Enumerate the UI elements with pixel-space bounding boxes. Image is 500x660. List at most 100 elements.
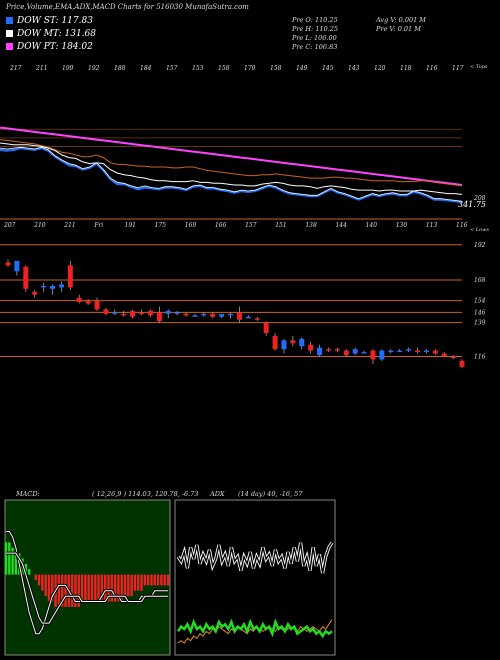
level-label: 168 (474, 277, 486, 284)
info-pre-low: Pre L: 106.00 (292, 34, 337, 42)
bottom-tick-label: 140 (366, 222, 378, 229)
site-name: MunafaSutra.com (185, 3, 249, 11)
top-tick-label: 143 (348, 65, 360, 72)
legend-label: DOW PT: 184.02 (17, 42, 93, 52)
candle-body (94, 300, 100, 310)
top-tick-label: 149 (296, 65, 308, 72)
ema-series-line (0, 146, 463, 202)
top-tick-label: 211 (35, 65, 47, 72)
candle-body (254, 318, 260, 320)
bottom-tick-label: 210 (33, 222, 46, 229)
bottom-tick-label: 113 (426, 222, 438, 229)
info-pre-open: Pre O: 110.25 (292, 16, 338, 24)
candle-body (379, 350, 385, 360)
candle-body (423, 350, 429, 353)
candle-body (210, 313, 216, 317)
ema-series-line (0, 146, 463, 204)
candle-body (343, 350, 349, 356)
candle-chart: 192 168 154 146 139 116 (0, 242, 486, 369)
info-pre-volume: Pre V: 0.01 M (376, 25, 421, 33)
top-tick-label: 170 (244, 65, 256, 72)
bottom-tick-label: 175 (155, 222, 167, 229)
top-tick-label: 120 (374, 65, 386, 72)
info-pre-close: Pre C: 106.83 (292, 43, 338, 51)
adx-chart (176, 541, 334, 644)
bottom-tick-label: 191 (125, 222, 136, 229)
legend-swatch-blue (6, 17, 13, 24)
legend-dow-pt: DOW PT: 184.02 (6, 42, 93, 52)
ema-chart: 217 211 199 192 188 184 157 153 158 170 158 149 145 1… (0, 64, 489, 233)
candle-body (308, 344, 314, 351)
info-pre-high: Pre H: 110.25 (292, 25, 339, 33)
candle-body (263, 322, 269, 333)
top-tick-label: 117 (452, 65, 464, 72)
bottom-tick-label: 169 (185, 222, 197, 229)
candle-body (281, 340, 287, 350)
legend-dow-mt: DOW MT: 131.68 (6, 29, 96, 39)
candle-body (236, 312, 242, 320)
ema-series-line (0, 126, 463, 186)
candle-body (219, 313, 225, 317)
top-tick-label: 116 (426, 65, 438, 72)
legend-label: DOW MT: 131.68 (17, 29, 96, 39)
candle-body (147, 310, 153, 316)
top-tick-label: 157 (166, 65, 178, 72)
top-tick-label: 188 (114, 65, 126, 72)
candle-body (103, 309, 109, 314)
right-label: 341.75 (458, 200, 486, 209)
level-label: 116 (474, 353, 486, 360)
info-avg-volume: Avg V: 0.001 M (376, 16, 426, 24)
candle-body (370, 350, 376, 360)
candle-body (228, 313, 234, 316)
legend-swatch-white (6, 30, 13, 37)
top-tick-label: 158 (218, 65, 230, 72)
bottom-tick-label: 211 (63, 222, 75, 229)
candle-body (201, 313, 207, 316)
bottom-tick-label: 207 (3, 222, 16, 229)
candle-body (406, 349, 412, 351)
candle-body (58, 284, 64, 288)
bottom-tick-label: 166 (215, 222, 227, 229)
candle-body (32, 291, 38, 295)
candle-body (121, 313, 127, 316)
candle-body (325, 349, 331, 351)
bottom-tick-label: 116 (456, 222, 468, 229)
candle-body (334, 349, 340, 351)
plus-di-line (176, 618, 333, 639)
signal-line (6, 552, 168, 624)
candle-body (245, 316, 251, 319)
candle-body (67, 265, 73, 288)
top-tick-label: 199 (62, 65, 74, 72)
candle-body (14, 260, 20, 272)
top-tick-label: 192 (88, 65, 100, 72)
adx-line-inner (177, 542, 333, 574)
top-tick-label: 145 (322, 65, 334, 72)
candle-body (165, 310, 171, 314)
level-label: 146 (474, 309, 486, 316)
chart-title-text: Price,Volume,EMA,ADX,MACD Charts for 516… (6, 3, 183, 11)
bottom-tick-label: 130 (396, 222, 408, 229)
candle-body (397, 350, 403, 353)
candle-body (299, 338, 305, 347)
ema-series-line (0, 139, 463, 187)
level-label: 139 (474, 320, 486, 327)
candle-body (50, 285, 56, 289)
bottom-tick-label: 144 (335, 222, 347, 229)
macd-chart (4, 530, 170, 636)
candle-body (290, 340, 296, 344)
macd-params: ( 12,26,9 ) 114.03, 120.78, -6.73 (92, 490, 199, 498)
bottom-tick-label: 138 (305, 222, 317, 229)
candle-body (174, 312, 180, 314)
candle-body (459, 360, 465, 367)
top-tick-label: 153 (192, 65, 204, 72)
candle-body (112, 312, 118, 314)
candle-body (361, 352, 367, 354)
legend-dow-st: DOW ST: 117.83 (6, 16, 93, 26)
candle-body (388, 350, 394, 353)
candle-body (450, 356, 456, 358)
bottom-tick-label: Fri (93, 222, 103, 229)
candle-body (352, 349, 358, 354)
candle-body (192, 315, 198, 317)
top-tick-label: 158 (270, 65, 282, 72)
